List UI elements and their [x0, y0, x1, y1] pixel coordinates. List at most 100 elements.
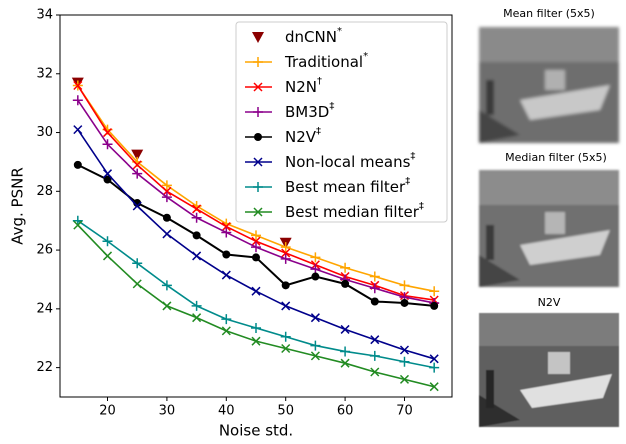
marker	[72, 95, 83, 106]
marker	[251, 336, 261, 346]
legend-box	[235, 21, 448, 223]
legend-marker	[253, 57, 263, 67]
legend-label: Non-local means‡	[285, 151, 415, 171]
marker	[340, 346, 351, 357]
marker	[399, 356, 410, 367]
x-axis-label: Noise std.	[219, 422, 293, 440]
marker	[192, 313, 202, 323]
marker	[369, 271, 380, 282]
marker	[280, 242, 291, 253]
marker	[132, 201, 142, 211]
legend-superscript: ‡	[316, 126, 321, 137]
legend-label: N2V‡	[285, 126, 321, 146]
legend-label: dnCNN*	[285, 26, 342, 46]
marker	[281, 248, 291, 258]
image-title: N2V	[538, 296, 561, 309]
marker	[370, 335, 380, 345]
x-tick-label: 20	[99, 404, 116, 419]
legend-name: Best median filter	[285, 203, 420, 221]
image-title: Mean filter (5x5)	[503, 7, 595, 20]
legend-superscript: ‡	[405, 176, 410, 187]
x-tick-label: 40	[218, 404, 235, 419]
legend-superscript: *	[363, 51, 368, 62]
marker	[370, 367, 380, 377]
marker	[192, 204, 202, 214]
marker	[191, 300, 202, 311]
marker	[221, 314, 232, 325]
legend-label: N2N†	[285, 76, 322, 96]
image-n2v	[479, 313, 619, 427]
marker	[399, 345, 410, 355]
legend-label: Traditional*	[284, 51, 368, 71]
legend-marker	[253, 207, 263, 217]
legend-superscript: ‡	[419, 201, 424, 212]
legend-superscript: ‡	[329, 101, 334, 112]
marker	[251, 242, 261, 253]
marker	[192, 251, 202, 261]
y-tick-label: 22	[36, 360, 53, 375]
marker	[281, 343, 291, 354]
image-mean	[479, 27, 619, 143]
marker	[369, 283, 380, 294]
x-tick-label: 60	[337, 404, 354, 419]
image-title: Median filter (5x5)	[505, 151, 607, 164]
marker	[430, 301, 439, 310]
marker	[429, 382, 439, 392]
legend-name: Best mean filter	[285, 178, 406, 196]
x-tick-label: 30	[159, 404, 176, 419]
marker	[161, 180, 172, 191]
marker	[132, 258, 143, 269]
legend-label: Best median filter‡	[285, 201, 424, 221]
marker	[102, 251, 113, 261]
legend-marker	[252, 32, 264, 43]
marker	[73, 80, 83, 91]
marker	[429, 286, 440, 297]
y-tick-label: 28	[36, 184, 53, 199]
marker	[429, 362, 440, 373]
plot-frame	[59, 14, 453, 398]
legend-name: N2N	[285, 78, 317, 96]
marker	[310, 313, 320, 323]
marker	[311, 272, 320, 281]
marker	[429, 354, 439, 364]
marker	[73, 160, 82, 169]
marker	[400, 298, 409, 307]
marker	[161, 280, 172, 291]
marker	[132, 160, 142, 170]
image-median	[479, 170, 619, 287]
marker	[72, 215, 83, 226]
marker	[102, 236, 113, 247]
y-tick-label: 32	[36, 66, 53, 81]
legend-name: Non-local means	[285, 153, 411, 171]
y-tick-label: 34	[36, 8, 53, 23]
legend-name: dnCNN	[285, 28, 337, 46]
legend-name: Traditional	[284, 53, 363, 71]
marker	[280, 253, 291, 264]
x-tick-label: 70	[396, 404, 413, 419]
marker	[132, 279, 142, 289]
legend-marker	[254, 133, 262, 141]
legend-superscript: †	[317, 76, 322, 87]
marker	[162, 301, 172, 311]
x-tick-label: 50	[277, 404, 294, 419]
marker	[221, 227, 232, 238]
y-tick-label: 30	[36, 125, 53, 140]
legend-marker	[253, 182, 263, 192]
marker	[251, 286, 261, 296]
y-tick-label: 24	[36, 301, 53, 316]
marker	[222, 250, 231, 259]
legend-marker	[253, 107, 263, 117]
marker	[340, 262, 351, 273]
marker	[162, 229, 172, 239]
marker	[131, 149, 144, 161]
marker	[132, 168, 143, 179]
marker	[103, 175, 112, 184]
thumbnails: Mean filter (5x5) Median filter (5x5) N2…	[479, 7, 619, 427]
marker	[399, 280, 410, 291]
marker	[310, 351, 320, 361]
marker	[162, 186, 172, 196]
marker	[221, 270, 231, 280]
legend-marker	[253, 82, 263, 92]
legend-label: BM3D‡	[285, 101, 334, 121]
